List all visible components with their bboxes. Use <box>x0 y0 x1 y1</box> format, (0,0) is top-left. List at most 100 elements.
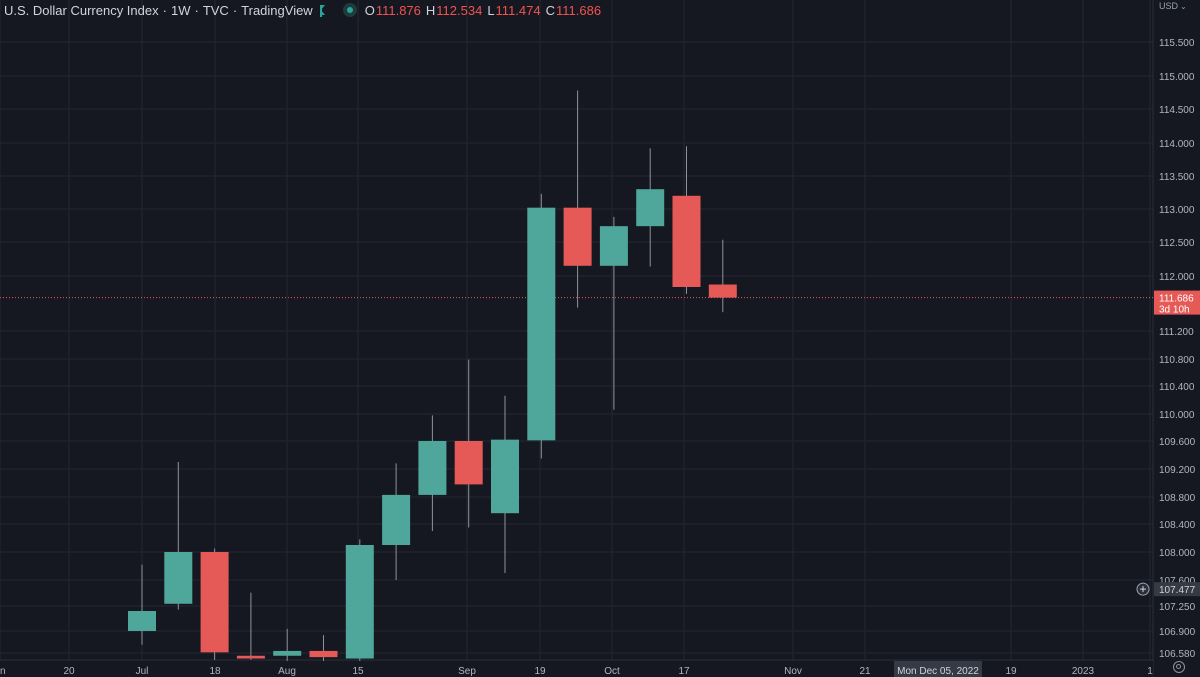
candle-body <box>491 439 519 514</box>
candle <box>164 462 193 610</box>
add-alert-plus-icon[interactable] <box>1136 582 1150 596</box>
candle-body <box>309 650 338 658</box>
chevron-down-icon: ⌄ <box>1180 1 1187 11</box>
open-label: O <box>364 2 375 18</box>
price-tick-label: 106.900 <box>1159 627 1196 638</box>
candle-body <box>672 195 701 287</box>
interval[interactable]: 1W <box>170 2 191 18</box>
currency-label: USD <box>1159 1 1179 11</box>
close-label: C <box>545 2 555 18</box>
candle <box>563 90 592 308</box>
time-tick-label: Nov <box>784 666 802 677</box>
price-tick-label: 113.000 <box>1159 205 1195 216</box>
price-tick-label: 109.200 <box>1159 465 1196 476</box>
time-tick-label: 18 <box>209 666 221 677</box>
time-axis-bg <box>0 661 1153 677</box>
time-tick-label: Oct <box>604 666 620 677</box>
time-tick-label: 2023 <box>1072 666 1095 677</box>
price-axis-bg <box>1154 0 1200 677</box>
price-axis[interactable]: 115.500 115.000 114.500 114.000 113.500 113.0… <box>1154 0 1200 677</box>
price-tick-label: 107.250 <box>1159 602 1196 613</box>
separator: · <box>162 2 167 18</box>
time-tick-label: 19 <box>534 666 546 677</box>
candle-body <box>527 207 556 441</box>
time-tick-label: 15 <box>352 666 364 677</box>
candle <box>454 359 483 528</box>
candle <box>128 564 156 645</box>
time-tick-label: Aug <box>278 666 296 677</box>
price-tick-label: 114.000 <box>1159 139 1195 150</box>
candle <box>636 148 665 267</box>
currency-selector[interactable]: USD ⌄ <box>1159 1 1187 11</box>
price-tick-label: 106.580 <box>1159 649 1196 660</box>
time-tick-label: 1 <box>1147 666 1153 677</box>
data-source: TradingView <box>241 2 313 18</box>
candle-body <box>345 545 374 659</box>
candle-body <box>164 552 193 604</box>
time-tick-label: 19 <box>1005 666 1017 677</box>
close-value: 111.686 <box>556 2 602 18</box>
candle <box>273 628 302 666</box>
candle-body <box>708 284 737 298</box>
price-tick-label: 107.600 <box>1159 576 1196 587</box>
candle-body <box>382 494 411 545</box>
time-tick-label: Sep <box>458 666 476 677</box>
candle-body <box>200 552 229 653</box>
candle-body <box>599 226 628 266</box>
candle <box>599 216 628 410</box>
price-tick-label: 115.500 <box>1159 38 1195 49</box>
candle <box>200 548 229 660</box>
candle <box>236 592 265 660</box>
price-tick-label: 114.500 <box>1159 105 1195 116</box>
time-tick-label: 20 <box>63 666 75 677</box>
price-tick-label: 112.500 <box>1159 238 1195 249</box>
price-tick-label: 110.000 <box>1159 410 1195 421</box>
candle-body <box>454 441 483 485</box>
svg-text:107.477: 107.477 <box>1159 585 1196 596</box>
price-tick-label: 109.600 <box>1159 437 1196 448</box>
separator: · <box>232 2 238 18</box>
price-tick-label: 113.500 <box>1159 172 1195 183</box>
candle <box>672 146 701 294</box>
candle-body <box>236 655 265 659</box>
price-tick-label: 115.000 <box>1159 72 1195 83</box>
price-tick-label: 111.200 <box>1159 327 1194 338</box>
candle <box>309 635 338 666</box>
time-tick-label: n <box>0 666 6 677</box>
countdown-value: 3d 10h <box>1159 305 1190 316</box>
candles <box>128 90 737 666</box>
candle <box>708 239 737 313</box>
market-status-icon[interactable] <box>342 3 357 17</box>
low-value: 111.474 <box>495 2 541 18</box>
open-value: 111.876 <box>375 2 421 18</box>
candle-body <box>418 441 447 495</box>
svg-text:Mon Dec 05, 2022: Mon Dec 05, 2022 <box>897 666 979 677</box>
exchange: TVC <box>202 2 229 18</box>
settings-gear-icon[interactable] <box>1173 661 1185 673</box>
time-tick-label: Jul <box>136 666 149 677</box>
flag-icon[interactable] <box>319 5 325 17</box>
high-value: 112.534 <box>436 2 483 18</box>
symbol-legend: U.S. Dollar Currency Index · 1W · TVC · … <box>4 1 606 19</box>
low-label: L <box>487 2 495 18</box>
price-tick-label: 112.000 <box>1159 272 1195 283</box>
candle-body <box>563 207 592 266</box>
high-label: H <box>425 2 436 18</box>
price-tick-label: 108.800 <box>1159 493 1196 504</box>
price-tick-label: 110.400 <box>1159 382 1195 393</box>
price-tick-label: 108.400 <box>1159 520 1196 531</box>
crosshair-date-label: Mon Dec 05, 2022 <box>894 661 982 677</box>
symbol-name[interactable]: U.S. Dollar Currency Index <box>4 2 159 18</box>
last-price-value: 111.686 <box>1159 294 1194 305</box>
time-tick-label: 21 <box>859 666 871 677</box>
crosshair-price-badge: 107.477 <box>1154 582 1200 597</box>
candle-body <box>273 650 302 656</box>
separator: · <box>194 2 199 18</box>
time-axis[interactable]: n 20 Jul 18 Aug 15 Sep 19 Oct 17 Nov 21 19 2023 1 <box>0 661 1153 677</box>
candle <box>527 193 556 459</box>
candle <box>418 415 447 531</box>
